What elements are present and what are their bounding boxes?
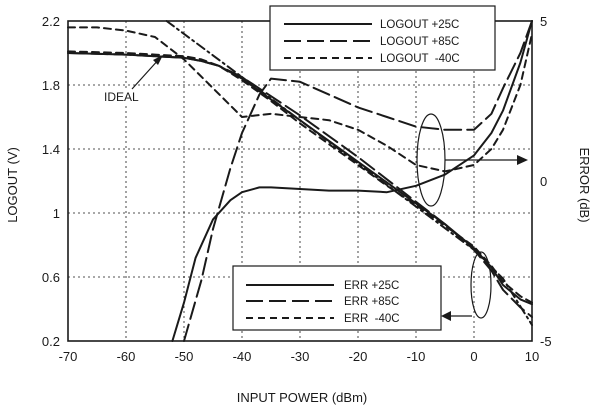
err-axis-arrowhead [517, 155, 528, 165]
legend-logout: LOGOUT +25C LOGOUT +85C LOGOUT -40C [269, 5, 496, 71]
y-left-tick-label: 0.2 [42, 334, 60, 349]
y-left-tick-label: 1 [53, 206, 60, 221]
x-tick-label: -20 [349, 349, 368, 364]
ideal-label: IDEAL [104, 90, 139, 104]
logout-logout-p85c-line [67, 52, 533, 318]
x-axis-title: INPUT POWER (dBm) [237, 390, 368, 405]
x-tick-label: -60 [117, 349, 136, 364]
x-tick-label: -30 [291, 349, 310, 364]
tick-labels: -70 -60 -50 -40 -30 -20 -10 0 100.20.611.41.82.2… [42, 14, 552, 364]
legend-err-m40c-label: ERR -40C [344, 313, 400, 325]
y-left-tick-label: 2.2 [42, 14, 60, 29]
x-tick-label: -10 [407, 349, 426, 364]
x-tick-label: 10 [525, 349, 539, 364]
x-tick-label: -70 [59, 349, 78, 364]
y-axis-left-title: LOGOUT (V) [5, 147, 20, 223]
y-left-tick-label: 1.8 [42, 78, 60, 93]
legend-err: ERR +25C ERR +85C ERR -40C [232, 265, 442, 331]
legend-logout-85c-label: LOGOUT +85C [380, 36, 459, 48]
ideal-annotation: IDEAL [100, 55, 163, 104]
data-lines [67, 20, 533, 342]
y-left-tick-label: 1.4 [42, 142, 60, 157]
legend-err-85c-label: ERR +85C [344, 296, 399, 308]
x-tick-label: -40 [233, 349, 252, 364]
x-tick-label: -50 [175, 349, 194, 364]
legend-logout-m40c-label: LOGOUT -40C [380, 53, 460, 65]
logout-axis-arrowhead [441, 311, 451, 321]
err-err-p85c-line [183, 20, 533, 342]
ideal-ideal-line [165, 20, 533, 326]
y-axis-right-title: ERROR (dB) [577, 147, 592, 222]
err-err-m40c-line [67, 26, 533, 173]
logout-axis-indicator [441, 251, 492, 321]
err-axis-indicator [416, 113, 528, 207]
err-err-p25c-line [171, 20, 533, 342]
ideal-arrowhead [153, 55, 163, 65]
y-right-tick-label: 0 [540, 174, 547, 189]
legend-logout-25c-label: LOGOUT +25C [380, 19, 459, 31]
y-right-tick-label: -5 [540, 334, 552, 349]
y-left-tick-label: 0.6 [42, 270, 60, 285]
legend-err-25c-label: ERR +25C [344, 280, 399, 292]
ideal-arrow [131, 57, 161, 90]
x-tick-label: 0 [470, 349, 477, 364]
y-right-tick-label: 5 [540, 14, 547, 29]
